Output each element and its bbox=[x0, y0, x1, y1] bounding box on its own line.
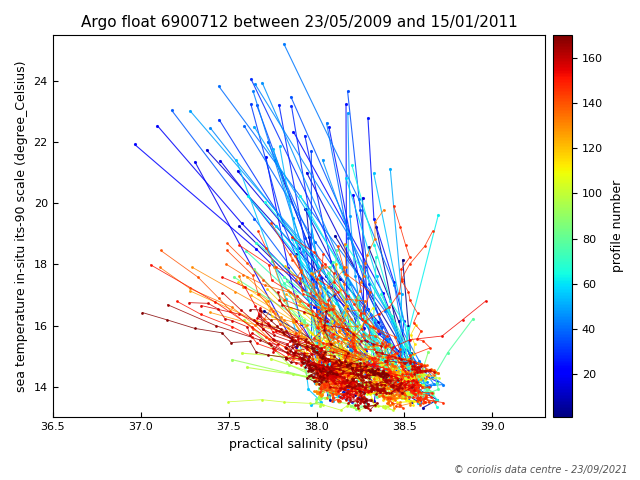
Y-axis label: sea temperature in-situ its-90 scale (degree_Celsius): sea temperature in-situ its-90 scale (de… bbox=[15, 60, 28, 392]
Y-axis label: profile number: profile number bbox=[611, 180, 624, 272]
Text: © coriolis data centre - 23/09/2021: © coriolis data centre - 23/09/2021 bbox=[454, 465, 627, 475]
Title: Argo float 6900712 between 23/05/2009 and 15/01/2011: Argo float 6900712 between 23/05/2009 an… bbox=[81, 15, 517, 30]
X-axis label: practical salinity (psu): practical salinity (psu) bbox=[229, 438, 369, 451]
